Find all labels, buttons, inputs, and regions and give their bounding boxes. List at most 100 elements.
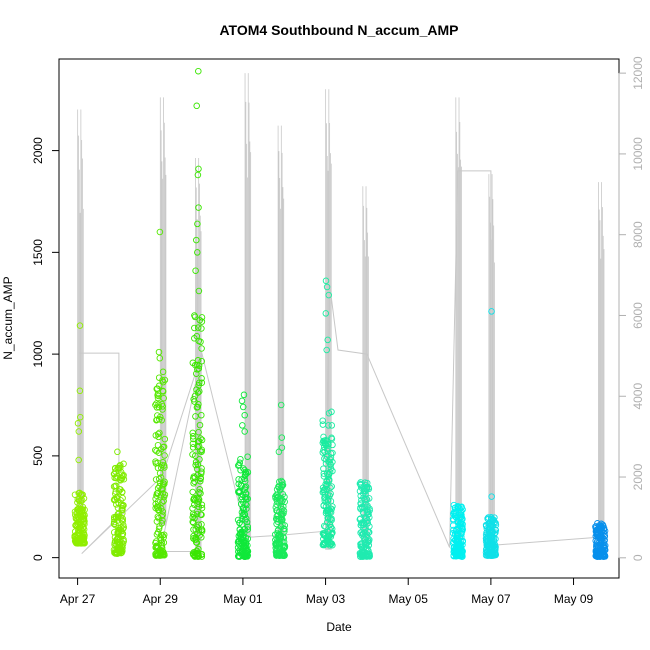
- data-point: [320, 447, 327, 454]
- data-point: [242, 483, 250, 490]
- data-point: [240, 552, 248, 559]
- data-point: [492, 521, 500, 529]
- scatter-points: [71, 67, 609, 560]
- data-point: [198, 325, 205, 332]
- y-axis-label: N_accum_AMP: [1, 276, 15, 359]
- data-point: [324, 440, 332, 448]
- outlier-point: [278, 434, 286, 441]
- data-point: [197, 338, 204, 346]
- data-point: [320, 502, 327, 509]
- data-point: [459, 525, 466, 532]
- data-point: [197, 477, 204, 485]
- data-point: [320, 470, 328, 477]
- outlier-point: [75, 456, 82, 464]
- outlier-point: [195, 165, 202, 173]
- data-point: [453, 509, 460, 517]
- data-point: [328, 434, 335, 442]
- data-point: [197, 435, 204, 442]
- y-tick-label: 2000: [31, 137, 45, 164]
- data-point: [281, 498, 288, 506]
- data-point: [321, 437, 328, 444]
- data-point: [160, 550, 168, 558]
- data-point: [198, 357, 205, 365]
- data-point: [242, 550, 249, 558]
- data-point: [154, 412, 161, 419]
- outlier-point: [75, 428, 83, 435]
- data-point: [242, 539, 250, 547]
- data-point: [81, 518, 88, 525]
- data-point: [456, 505, 463, 512]
- outlier-point: [323, 283, 331, 291]
- data-point: [362, 542, 370, 549]
- data-point: [272, 494, 279, 502]
- data-point: [119, 517, 126, 525]
- data-point: [453, 548, 461, 556]
- data-point: [364, 511, 372, 518]
- data-point: [155, 374, 163, 381]
- data-point: [280, 510, 287, 517]
- data-point: [119, 503, 126, 510]
- outlier-point: [155, 348, 163, 356]
- data-point: [191, 324, 198, 332]
- data-point: [241, 486, 249, 494]
- data-point: [240, 511, 247, 518]
- data-point: [112, 482, 120, 490]
- data-point: [361, 520, 368, 527]
- data-point: [74, 506, 82, 514]
- data-point: [196, 421, 204, 429]
- data-point: [596, 544, 604, 551]
- data-point: [191, 553, 199, 560]
- data-point: [194, 500, 201, 508]
- outlier-point: [194, 171, 202, 179]
- data-point: [192, 361, 199, 369]
- data-point: [279, 478, 286, 486]
- data-point: [154, 498, 162, 505]
- data-point: [321, 497, 329, 504]
- data-point: [242, 553, 249, 560]
- data-point: [158, 400, 166, 408]
- y-tick-label: 1000: [31, 340, 45, 367]
- data-point: [189, 444, 197, 451]
- data-point: [595, 526, 603, 534]
- data-point: [80, 529, 87, 537]
- outlier-point: [239, 403, 247, 411]
- data-point: [161, 376, 169, 384]
- data-point: [363, 495, 370, 503]
- data-point: [601, 527, 609, 535]
- outlier-point: [322, 310, 330, 317]
- data-point: [277, 533, 284, 541]
- data-point: [159, 508, 166, 515]
- outlier-point: [277, 401, 285, 409]
- data-point: [160, 493, 168, 501]
- data-point: [116, 541, 123, 548]
- plot-frame: [58, 58, 620, 579]
- data-point: [79, 507, 86, 514]
- x-tick-label: May 01: [223, 592, 263, 606]
- data-point: [240, 529, 248, 537]
- data-point: [321, 455, 328, 462]
- data-point: [357, 481, 364, 489]
- data-point: [274, 518, 282, 526]
- data-point: [237, 466, 244, 474]
- chart-title: ATOM4 Southbound N_accum_AMP: [219, 22, 458, 38]
- data-point: [114, 529, 121, 537]
- data-point: [153, 531, 161, 538]
- data-point: [328, 422, 336, 429]
- data-point: [244, 523, 252, 531]
- data-point: [198, 501, 206, 509]
- data-point: [152, 432, 160, 439]
- data-point: [158, 485, 165, 493]
- y-tick-label: 1500: [31, 239, 45, 266]
- data-point: [161, 435, 169, 443]
- data-point: [236, 459, 244, 467]
- data-point: [198, 551, 205, 558]
- data-point: [242, 490, 249, 497]
- data-point: [487, 532, 495, 540]
- data-point: [161, 478, 168, 486]
- data-point: [120, 502, 127, 509]
- y2-tick-label: 4000: [631, 383, 645, 410]
- data-point: [112, 521, 119, 529]
- y2-tick-label: 2000: [631, 463, 645, 490]
- data-point: [329, 529, 336, 537]
- data-point: [190, 548, 198, 556]
